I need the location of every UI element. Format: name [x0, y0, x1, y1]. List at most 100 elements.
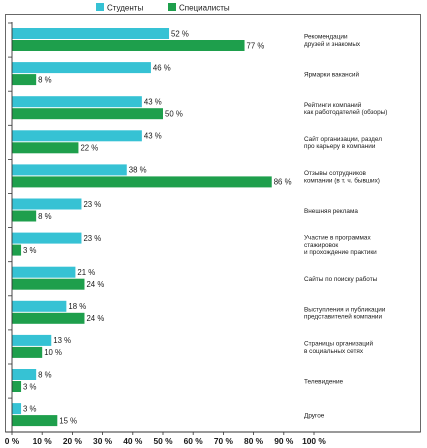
category-label-line: Ярмарки вакансий — [304, 70, 359, 78]
value-label-students-5: 23 % — [83, 200, 101, 209]
value-number: 52 — [171, 29, 180, 38]
value-suffix: % — [137, 166, 146, 175]
value-label-students-7: 21 % — [77, 268, 95, 277]
value-suffix: % — [86, 268, 95, 277]
category-label-line: Телевидение — [304, 378, 344, 385]
category-label-line: Внешняя реклама — [304, 208, 358, 215]
x-tick-suffix: % — [253, 436, 263, 446]
legend-label-students: Студенты — [107, 4, 143, 13]
bar-students-11 — [12, 403, 22, 415]
bar-students-5 — [12, 198, 82, 210]
x-tick-number: 80 — [244, 436, 254, 446]
x-tick-number: 50 — [153, 436, 163, 446]
x-tick-number: 30 — [93, 436, 103, 446]
bar-specialists-7 — [12, 278, 85, 290]
category-label-line: представителей компании — [304, 313, 382, 321]
category-label-10: Телевидение — [304, 378, 344, 385]
value-label-specialists-7: 24 % — [86, 280, 104, 289]
value-suffix: % — [68, 416, 77, 425]
bar-specialists-3 — [12, 142, 79, 154]
value-number: 46 — [153, 63, 162, 72]
value-labels-layer: 52 %46 %43 %43 %38 %23 %23 %21 %18 %13 %… — [23, 29, 292, 425]
x-tick-label: 60 % — [184, 436, 204, 446]
legend-swatch-students — [96, 3, 104, 11]
value-suffix: % — [92, 200, 101, 209]
x-tick-label: 90 % — [274, 436, 294, 446]
value-label-specialists-2: 50 % — [165, 110, 183, 119]
value-suffix: % — [95, 280, 104, 289]
category-label-line: стажировок — [304, 242, 338, 249]
bar-students-9 — [12, 334, 52, 346]
value-number: 43 — [144, 132, 153, 141]
x-tick-number: 90 — [274, 436, 284, 446]
x-tick-number: 0 — [5, 436, 10, 446]
bar-specialists-5 — [12, 210, 37, 222]
category-label-line: Сайты по поиску работы — [304, 275, 378, 283]
x-tick-suffix: % — [284, 436, 294, 446]
category-label-9: Страницы организаций в социальных сетях — [304, 340, 373, 355]
value-label-students-2: 43 % — [144, 98, 162, 107]
x-tick-label: 50 % — [153, 436, 173, 446]
value-label-students-8: 18 % — [68, 302, 86, 311]
value-label-specialists-5: 8 % — [38, 212, 52, 221]
category-label-line: и прохождение практики — [304, 249, 377, 256]
value-suffix: % — [27, 246, 36, 255]
x-tick-label: 40 % — [123, 436, 143, 446]
bar-specialists-4 — [12, 176, 272, 188]
x-tick-label: 20 % — [63, 436, 83, 446]
category-label-line: Страницы организаций — [304, 340, 373, 348]
category-label-line: Рекомендации — [304, 34, 348, 41]
value-suffix: % — [43, 370, 52, 379]
x-tick-suffix: % — [72, 436, 82, 446]
bar-specialists-9 — [12, 346, 43, 358]
legend-item-students: Студенты — [96, 3, 143, 13]
value-label-students-6: 23 % — [83, 234, 101, 243]
value-suffix: % — [255, 41, 264, 50]
bar-students-3 — [12, 130, 142, 142]
x-tick-suffix: % — [102, 436, 112, 446]
bar-students-4 — [12, 164, 127, 176]
value-number: 24 — [86, 280, 95, 289]
value-suffix: % — [89, 144, 98, 153]
legend: Студенты Специалисты — [96, 3, 230, 13]
value-label-specialists-9: 10 % — [44, 348, 62, 357]
x-tick-label: 0 % — [5, 436, 20, 446]
value-label-specialists-11: 15 % — [59, 416, 77, 425]
category-label-line: друзей и знакомых — [304, 40, 361, 48]
x-tick-suffix: % — [223, 436, 233, 446]
category-label-line: Сайт организации, раздел — [304, 135, 382, 143]
value-label-specialists-1: 8 % — [38, 75, 52, 84]
x-tick-label: 30 % — [93, 436, 113, 446]
category-label-line: Выступления и публикации — [304, 306, 386, 314]
category-label-line: Другое — [304, 412, 325, 419]
value-number: 50 — [165, 110, 174, 119]
x-tick-number: 10 — [33, 436, 43, 446]
value-number: 22 — [80, 144, 89, 153]
bar-students-6 — [12, 232, 82, 244]
value-number: 86 — [274, 178, 283, 187]
bar-specialists-2 — [12, 108, 163, 120]
value-label-students-10: 8 % — [38, 370, 52, 379]
category-label-line: Рейтинги компаний — [304, 101, 362, 109]
value-number: 23 — [83, 200, 92, 209]
value-label-students-9: 13 % — [53, 336, 71, 345]
value-number: 23 — [83, 234, 92, 243]
category-label-5: Внешняя реклама — [304, 208, 358, 215]
legend-item-specialists: Специалисты — [168, 3, 230, 13]
bar-specialists-1 — [12, 74, 37, 86]
category-label-0: Рекомендации друзей и знакомых — [304, 34, 361, 48]
category-label-line: Отзывы сотрудников — [304, 170, 367, 177]
category-label-3: Сайт организации, раздел про карьеру в ко… — [304, 135, 382, 150]
value-suffix: % — [162, 63, 171, 72]
x-tick-suffix: % — [193, 436, 203, 446]
value-number: 8 — [38, 75, 42, 84]
x-tick-suffix: % — [163, 436, 173, 446]
category-label-line: компании (в т. ч. бывших) — [304, 176, 380, 184]
value-suffix: % — [77, 302, 86, 311]
bar-students-10 — [12, 369, 37, 380]
value-number: 8 — [38, 212, 42, 221]
value-label-students-3: 43 % — [144, 132, 162, 141]
x-tick-label: 100 % — [302, 436, 326, 446]
x-tick-suffix: % — [316, 436, 326, 446]
